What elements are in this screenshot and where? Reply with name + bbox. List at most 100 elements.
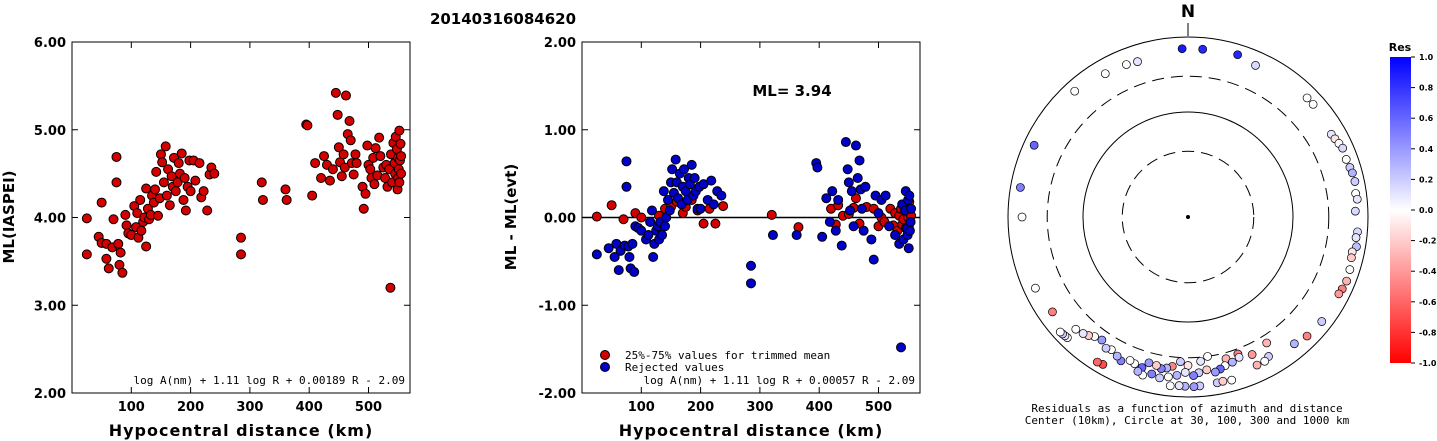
data-point-red — [385, 282, 396, 293]
axis-ticks-2: 100 200 300 400 500 -2.00 -1.00 0.00 1.00 2.00 — [539, 36, 920, 415]
y-tick-label: 6.00 — [34, 36, 66, 51]
formula-2: log A(nm) + 1.11 log R + 0.00057 R - 2.0… — [643, 374, 915, 387]
polar-point — [1262, 338, 1272, 348]
data-point-red — [108, 214, 119, 225]
y-axis-label-2: ML - ML(evt) — [502, 164, 520, 270]
data-point-red — [178, 194, 189, 205]
points-1 — [81, 87, 407, 293]
polar-point — [1029, 140, 1039, 150]
data-point-red — [141, 241, 152, 252]
polar-point — [1093, 357, 1102, 367]
data-point-blue — [884, 221, 895, 232]
data-point-blue — [833, 194, 844, 205]
data-point-blue — [624, 251, 635, 262]
data-point-blue — [904, 225, 915, 236]
colorbar-tick-label: 0.6 — [1419, 114, 1434, 123]
data-point-red — [370, 143, 381, 154]
data-point-blue — [812, 162, 823, 173]
data-point-red — [185, 186, 196, 197]
y-tick-label: -2.00 — [539, 387, 576, 402]
formula-1: log A(nm) + 1.11 log R + 0.00189 R - 2.0… — [133, 374, 405, 387]
data-point-red — [209, 168, 220, 179]
data-point-red — [152, 210, 163, 221]
legend: 25%-75% values for trimmed mean Rejected… — [600, 349, 830, 374]
polar-point — [1198, 44, 1208, 54]
data-point-blue — [843, 177, 854, 188]
data-point-red — [136, 225, 147, 236]
colorbar-tick-label: -0.6 — [1419, 298, 1437, 307]
x-tick-label: 500 — [355, 400, 382, 415]
polar-point — [1350, 206, 1360, 216]
data-point-red — [103, 263, 114, 274]
data-point-blue — [906, 203, 917, 214]
data-point-blue — [880, 190, 891, 201]
data-point-red — [339, 162, 350, 173]
data-point-red — [310, 158, 321, 169]
polar-point — [1122, 60, 1131, 69]
data-point-red — [636, 212, 647, 223]
legend-marker-red — [600, 350, 610, 360]
data-point-blue — [621, 156, 632, 167]
data-point-red — [115, 247, 126, 258]
polar-point — [1342, 276, 1351, 286]
data-point-blue — [791, 230, 802, 241]
data-point-blue — [854, 155, 865, 166]
y-tick-label: 4.00 — [34, 212, 66, 227]
polar-point — [1234, 352, 1244, 362]
polar-point — [1347, 253, 1356, 263]
colorbar: Res 1.0 0.8 0.6 0.4 0.2 0.0 -0.2 -0.4 -0.6 -0.8 -1… — [1389, 41, 1437, 368]
data-point-red — [336, 171, 347, 182]
polar-point — [1233, 50, 1242, 60]
polar-point — [1350, 177, 1360, 186]
data-point-red — [96, 197, 107, 208]
data-point-red — [710, 218, 721, 229]
polar-point — [1071, 324, 1081, 334]
data-point-red — [302, 120, 313, 131]
data-point-red — [319, 151, 330, 162]
data-point-red — [164, 200, 175, 211]
polar-point — [1341, 155, 1351, 164]
ml-annotation: ML= 3.94 — [752, 82, 831, 100]
polar-point — [1174, 381, 1184, 390]
data-point-red — [135, 194, 146, 205]
data-point-blue — [856, 203, 867, 214]
y-tick-label: 3.00 — [34, 299, 66, 314]
polar-point — [1172, 370, 1182, 380]
data-point-red — [396, 168, 407, 179]
colorbar-gradient — [1390, 57, 1411, 363]
polar-point — [1101, 343, 1111, 353]
data-point-blue — [858, 225, 869, 236]
polar-point — [1070, 86, 1080, 96]
data-point-red — [698, 218, 709, 229]
data-point-blue — [627, 238, 638, 249]
north-label: N — [1181, 2, 1195, 22]
polar-point — [1196, 356, 1205, 366]
data-point-red — [101, 253, 112, 264]
data-point-blue — [842, 164, 853, 175]
data-point-red — [256, 177, 267, 188]
colorbar-tick-label: 0.8 — [1419, 84, 1434, 93]
data-point-blue — [868, 254, 879, 265]
data-point-red — [190, 175, 201, 186]
colorbar-tick-label: -0.8 — [1419, 328, 1437, 337]
data-point-red — [358, 203, 369, 214]
data-point-red — [173, 158, 184, 169]
data-point-blue — [846, 186, 857, 197]
data-point-blue — [827, 186, 838, 197]
data-point-red — [333, 142, 344, 153]
data-point-blue — [860, 181, 871, 192]
ring-300km — [1046, 75, 1330, 359]
data-point-blue — [662, 194, 673, 205]
data-point-blue — [678, 164, 689, 175]
polar-point — [1252, 360, 1262, 370]
data-point-blue — [845, 205, 856, 216]
polar-point — [1317, 317, 1327, 326]
legend-marker-blue — [600, 362, 610, 372]
data-point-blue — [716, 190, 727, 201]
polar-point — [1144, 358, 1154, 368]
data-point-red — [718, 201, 729, 212]
polar-caption-line-2: Center (10km), Circle at 30, 100, 300 an… — [1025, 414, 1350, 427]
data-point-blue — [646, 205, 657, 216]
data-point-blue — [746, 278, 756, 289]
